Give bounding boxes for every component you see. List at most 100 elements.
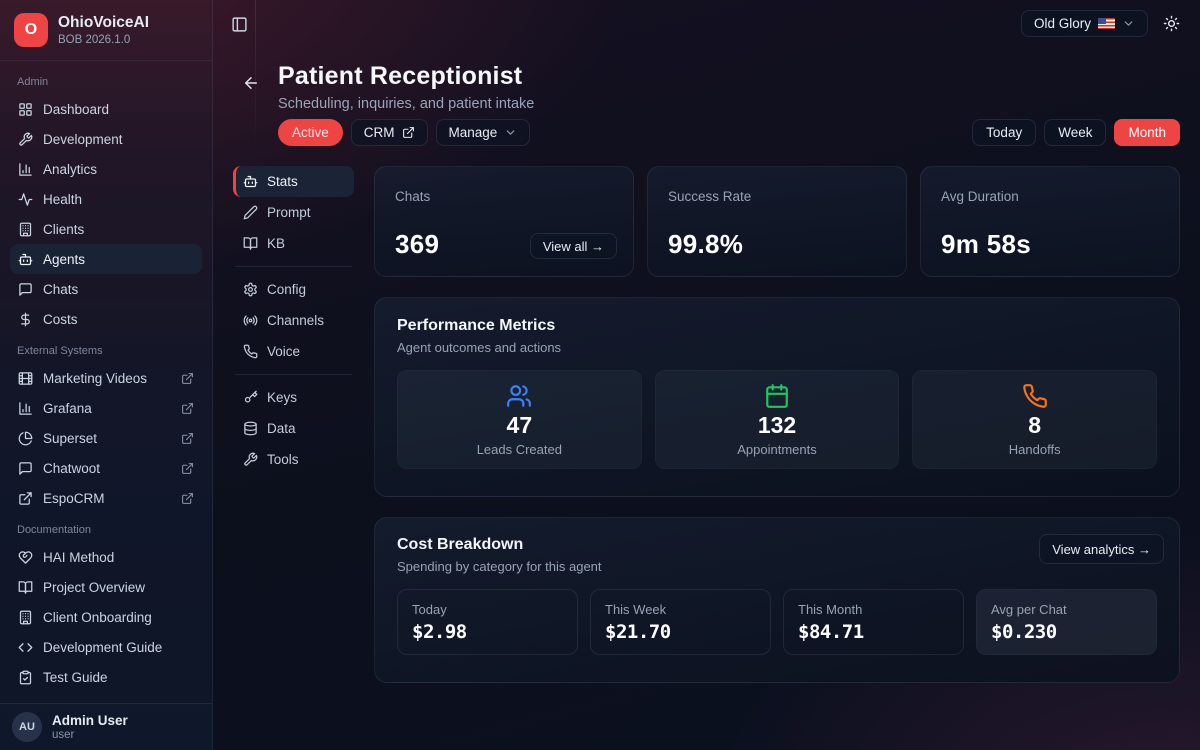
range-tab-today[interactable]: Today bbox=[972, 119, 1037, 146]
building-icon bbox=[18, 610, 33, 625]
activity-icon bbox=[18, 192, 33, 207]
sidebar-item-marketing-videos[interactable]: Marketing Videos bbox=[10, 363, 202, 393]
sidebar-item-label: Development Guide bbox=[43, 639, 163, 655]
sidebar-nav: Admin Dashboard Development Analytics He… bbox=[0, 61, 212, 703]
layout-grid-icon bbox=[18, 102, 33, 117]
sidebar-item-espocrm[interactable]: EspoCRM bbox=[10, 483, 202, 513]
sidebar-item-superset[interactable]: Superset bbox=[10, 423, 202, 453]
back-button[interactable] bbox=[239, 71, 263, 95]
sidebar-toggle-button[interactable] bbox=[227, 12, 251, 36]
gear-icon bbox=[243, 282, 258, 297]
bot-icon bbox=[18, 252, 33, 267]
sidebar-item-clients[interactable]: Clients bbox=[10, 214, 202, 244]
cost-breakdown-panel: Cost Breakdown Spending by category for … bbox=[374, 517, 1180, 683]
user-name: Admin User bbox=[52, 712, 128, 728]
stat-label: Chats bbox=[395, 189, 431, 204]
heart-handshake-icon bbox=[18, 550, 33, 565]
sidebar-item-chatwoot[interactable]: Chatwoot bbox=[10, 453, 202, 483]
sidebar-item-development[interactable]: Development bbox=[10, 124, 202, 154]
cost-avg-per-chat-tile: Avg per Chat $0.230 bbox=[976, 589, 1157, 655]
sidebar-item-project-overview[interactable]: Project Overview bbox=[10, 572, 202, 602]
metric-label: Leads Created bbox=[476, 441, 562, 457]
sidebar-item-label: Analytics bbox=[43, 161, 98, 177]
external-link-icon bbox=[181, 402, 194, 415]
bot-icon bbox=[243, 174, 258, 189]
cost-today-tile: Today $2.98 bbox=[397, 589, 578, 655]
range-tab-month[interactable]: Month bbox=[1114, 119, 1180, 146]
subnav-label: Prompt bbox=[267, 205, 311, 220]
appointments-metric: 132 Appointments bbox=[654, 370, 900, 469]
users-icon bbox=[506, 383, 532, 409]
section-label-documentation: Documentation bbox=[17, 524, 91, 536]
sidebar-item-development-guide[interactable]: Development Guide bbox=[10, 632, 202, 662]
range-tab-week[interactable]: Week bbox=[1044, 119, 1107, 146]
divider bbox=[235, 266, 352, 267]
cost-value: $2.98 bbox=[412, 621, 467, 643]
sidebar-item-label: Test Guide bbox=[43, 669, 108, 685]
metric-label: Appointments bbox=[737, 441, 817, 457]
avg-duration-card: Avg Duration 9m 58s bbox=[920, 166, 1180, 277]
header-badges: Active CRM Manage bbox=[278, 119, 531, 146]
subnav-item-data[interactable]: Data bbox=[233, 413, 354, 444]
subnav-label: KB bbox=[267, 236, 286, 251]
bar-chart-icon bbox=[18, 401, 33, 416]
metrics-row: 47 Leads Created 132 Appointments 8 Hand… bbox=[397, 370, 1158, 469]
language-label: Old Glory bbox=[1033, 16, 1091, 31]
subnav-item-config[interactable]: Config bbox=[233, 274, 354, 305]
sidebar-item-label: Client Onboarding bbox=[43, 609, 152, 625]
topbar-actions: Old Glory bbox=[1020, 10, 1180, 37]
external-link-icon bbox=[181, 462, 194, 475]
subnav-item-tools[interactable]: Tools bbox=[233, 444, 354, 475]
sidebar-item-label: Superset bbox=[43, 430, 98, 446]
theme-toggle-button[interactable] bbox=[1163, 15, 1180, 32]
subnav-item-keys[interactable]: Keys bbox=[233, 382, 354, 413]
sidebar-item-costs[interactable]: Costs bbox=[10, 304, 202, 334]
sidebar-item-label: Health bbox=[43, 191, 83, 207]
user-menu[interactable]: AU Admin User user bbox=[0, 703, 212, 750]
cost-value: $84.71 bbox=[798, 621, 864, 643]
content: Stats Prompt KB Config Channels bbox=[233, 166, 1180, 750]
app-version: BOB 2026.1.0 bbox=[58, 34, 131, 47]
manage-button[interactable]: Manage bbox=[435, 119, 531, 146]
sidebar-item-agents[interactable]: Agents bbox=[10, 244, 202, 274]
subnav-item-prompt[interactable]: Prompt bbox=[233, 197, 354, 228]
subnav-item-kb[interactable]: KB bbox=[233, 228, 354, 259]
sidebar-item-label: Marketing Videos bbox=[43, 370, 148, 386]
chevron-down-icon bbox=[1122, 17, 1135, 30]
view-all-button[interactable]: View all → bbox=[529, 233, 617, 259]
sidebar-item-label: Clients bbox=[43, 221, 85, 237]
subnav-item-channels[interactable]: Channels bbox=[233, 305, 354, 336]
us-flag-icon bbox=[1098, 18, 1115, 29]
phone-icon bbox=[1022, 383, 1048, 409]
subnav-item-stats[interactable]: Stats bbox=[233, 166, 354, 197]
sidebar-item-label: Costs bbox=[43, 311, 78, 327]
sidebar-item-label: Agents bbox=[43, 251, 86, 267]
sidebar-item-label: Project Overview bbox=[43, 579, 146, 595]
sidebar-item-hai-method[interactable]: HAI Method bbox=[10, 542, 202, 572]
success-rate-card: Success Rate 99.8% bbox=[647, 166, 907, 277]
view-analytics-button[interactable]: View analytics → bbox=[1039, 534, 1164, 564]
sidebar-item-grafana[interactable]: Grafana bbox=[10, 393, 202, 423]
bar-chart-icon bbox=[18, 162, 33, 177]
performance-metrics-panel: Performance Metrics Agent outcomes and a… bbox=[374, 297, 1180, 497]
crm-button[interactable]: CRM bbox=[350, 119, 428, 146]
sidebar-item-test-guide[interactable]: Test Guide bbox=[10, 662, 202, 692]
external-link-icon bbox=[402, 126, 415, 139]
sidebar-item-analytics[interactable]: Analytics bbox=[10, 154, 202, 184]
language-selector[interactable]: Old Glory bbox=[1020, 10, 1148, 37]
sidebar-item-health[interactable]: Health bbox=[10, 184, 202, 214]
stats-panels: Chats 369 View all → Success Rate 99.8% … bbox=[374, 166, 1180, 750]
sidebar-item-dashboard[interactable]: Dashboard bbox=[10, 94, 202, 124]
top-divider bbox=[255, 0, 256, 150]
subnav-label: Stats bbox=[267, 174, 298, 189]
sidebar-item-chats[interactable]: Chats bbox=[10, 274, 202, 304]
subnav-item-voice[interactable]: Voice bbox=[233, 336, 354, 367]
section-label-external-systems: External Systems bbox=[17, 345, 103, 357]
status-badge[interactable]: Active bbox=[278, 119, 343, 146]
cost-label: Today bbox=[412, 602, 447, 617]
sidebar-item-client-onboarding[interactable]: Client Onboarding bbox=[10, 602, 202, 632]
stat-value: 99.8% bbox=[668, 229, 744, 259]
cost-value: $21.70 bbox=[605, 621, 671, 643]
subnav-label: Data bbox=[267, 421, 296, 436]
